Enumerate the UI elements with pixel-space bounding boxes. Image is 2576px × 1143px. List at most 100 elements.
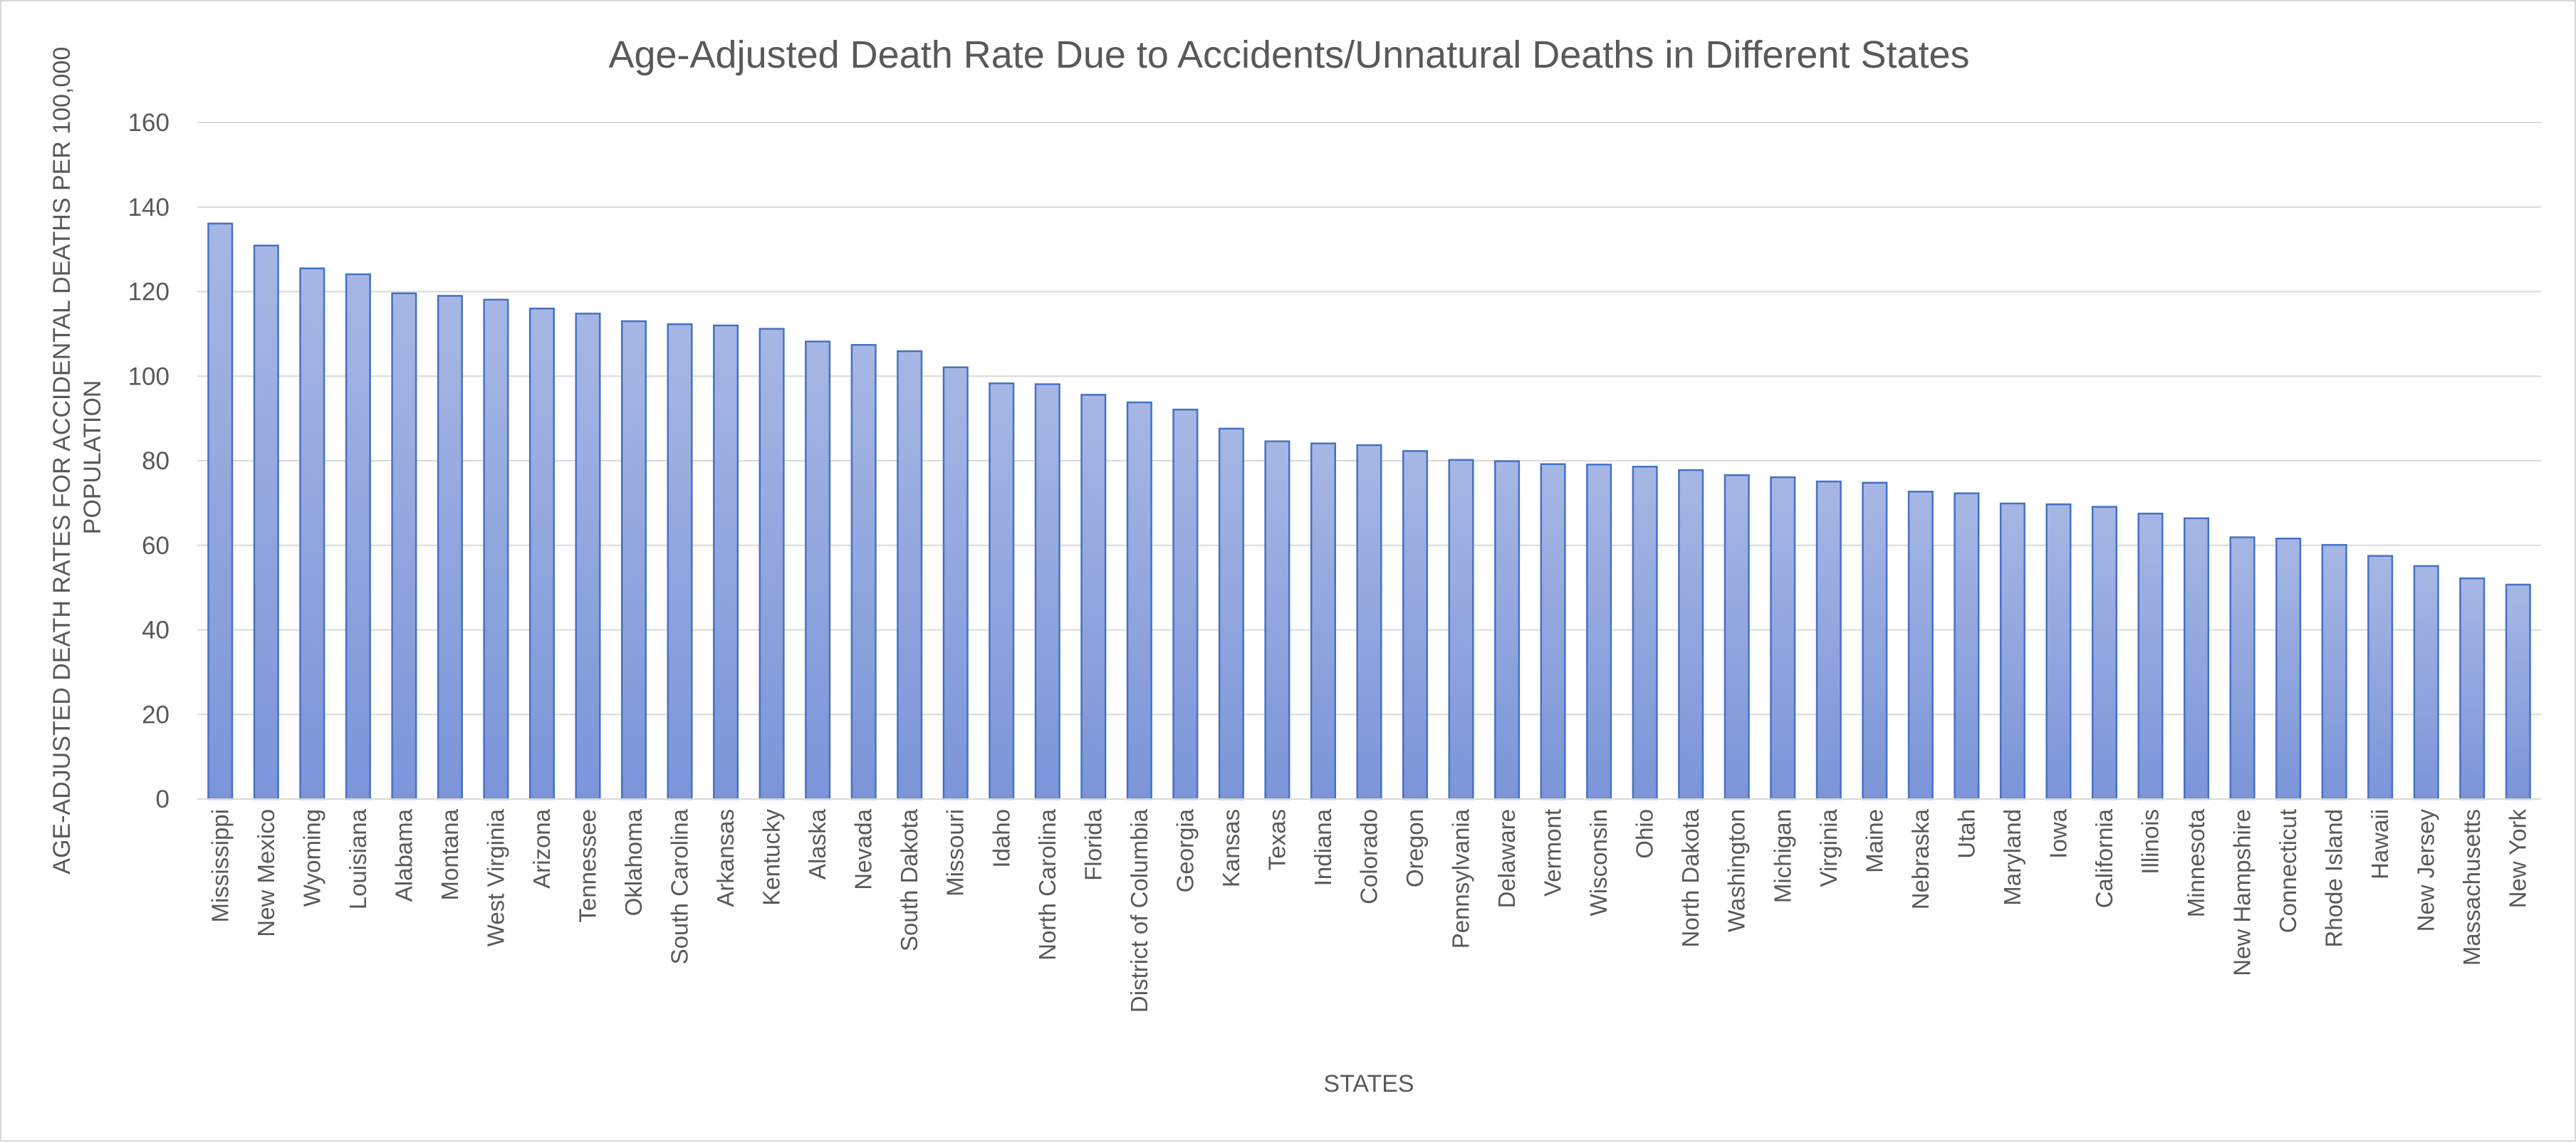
x-tick-label: Wisconsin xyxy=(1585,809,1612,916)
bar xyxy=(1678,469,1704,800)
y-tick-label: 60 xyxy=(142,532,170,560)
x-tick-label: Montana xyxy=(437,808,463,900)
bar xyxy=(621,320,647,800)
x-tick-label: South Dakota xyxy=(896,808,922,951)
bar xyxy=(2275,538,2302,800)
y-tick-label: 80 xyxy=(142,447,170,475)
bar xyxy=(850,344,877,800)
x-tick-label: Missouri xyxy=(942,809,969,897)
x-tick-label: Maine xyxy=(1861,809,1887,873)
y-axis-title: AGE-ADJUSTED DEATH RATES FOR ACCIDENTAL … xyxy=(48,40,106,874)
y-tick-label: 40 xyxy=(142,617,170,644)
bar xyxy=(2505,583,2531,800)
bar xyxy=(1907,491,1934,800)
bar xyxy=(2229,536,2256,800)
x-tick-label: Iowa xyxy=(2045,808,2071,858)
x-tick-label: New Hampshire xyxy=(2229,809,2256,976)
y-tick-label: 140 xyxy=(128,194,170,221)
bar xyxy=(391,292,417,800)
bar xyxy=(2459,577,2486,800)
y-tick-label: 0 xyxy=(156,786,170,813)
bar xyxy=(1954,492,1980,800)
bar xyxy=(1770,476,1796,800)
x-tick-label: Ohio xyxy=(1632,809,1658,859)
bar xyxy=(1724,474,1750,800)
bar xyxy=(1356,444,1382,800)
bar xyxy=(1126,401,1152,800)
bar xyxy=(528,308,555,800)
bar xyxy=(2321,543,2347,800)
bar xyxy=(1494,460,1521,800)
bar xyxy=(1310,442,1336,800)
x-tick-label: Kansas xyxy=(1218,809,1244,887)
x-tick-label: Oklahoma xyxy=(620,808,647,916)
x-tick-label: New Mexico xyxy=(253,809,279,937)
x-tick-label: Minnesota xyxy=(2183,808,2209,917)
x-tick-label: Nevada xyxy=(850,808,877,889)
x-tick-label: Arizona xyxy=(528,808,555,889)
bar xyxy=(253,244,279,800)
bar xyxy=(1080,394,1107,800)
bar xyxy=(2184,517,2210,800)
x-tick-label: Indiana xyxy=(1310,808,1336,886)
bar xyxy=(1448,459,1474,800)
bar xyxy=(897,350,923,800)
x-tick-label: Illinois xyxy=(2137,809,2164,875)
y-tick-label: 20 xyxy=(142,701,170,729)
x-tick-label: Washington xyxy=(1724,809,1750,932)
x-tick-label: Kentucky xyxy=(758,809,785,906)
bar xyxy=(2367,555,2394,800)
x-tick-label: Wyoming xyxy=(298,809,325,907)
y-axis-ticks: 0 20 40 60 80 100 120 140 160 xyxy=(128,109,170,813)
bar xyxy=(1034,383,1060,800)
bar xyxy=(1999,502,2025,800)
bar xyxy=(1218,427,1244,800)
x-tick-label: Utah xyxy=(1953,809,1979,859)
x-tick-label: Virginia xyxy=(1815,808,1842,887)
x-tick-label: Idaho xyxy=(988,809,1014,868)
bar xyxy=(1402,450,1429,800)
x-tick-label: Texas xyxy=(1263,809,1290,870)
x-axis-title: STATES xyxy=(1323,1070,1414,1097)
x-tick-label: South Carolina xyxy=(667,808,693,964)
x-tick-label: Nebraska xyxy=(1907,808,1934,909)
x-tick-label: Arkansas xyxy=(712,809,739,907)
x-tick-label: California xyxy=(2091,808,2117,908)
x-tick-label: Massachusetts xyxy=(2458,809,2485,966)
bar xyxy=(1862,481,1888,800)
x-tick-label: Vermont xyxy=(1540,809,1566,897)
bar xyxy=(1632,466,1658,800)
bar xyxy=(942,366,969,800)
x-tick-label: Louisiana xyxy=(345,808,371,909)
y-tick-label: 100 xyxy=(128,362,170,390)
bar xyxy=(805,340,831,800)
x-tick-label: Delaware xyxy=(1493,809,1520,908)
x-tick-label: North Carolina xyxy=(1034,808,1060,960)
x-tick-label: New York xyxy=(2505,809,2531,909)
x-tick-label: Connecticut xyxy=(2275,809,2301,933)
x-tick-label: Oregon xyxy=(1402,809,1428,887)
x-tick-label: New Jersey xyxy=(2413,809,2439,932)
bar xyxy=(713,324,739,800)
x-tick-label: Mississippi xyxy=(207,809,233,923)
bar xyxy=(207,222,234,800)
bar xyxy=(1264,440,1290,800)
bar xyxy=(437,295,463,800)
bar xyxy=(758,328,785,800)
bar xyxy=(345,273,371,800)
x-tick-label: Florida xyxy=(1080,808,1106,881)
y-axis-title-line-2: POPULATION xyxy=(79,380,106,535)
bar xyxy=(2137,512,2164,800)
bar xyxy=(1586,464,1612,800)
x-tick-label: Colorado xyxy=(1356,809,1382,904)
x-tick-label: Alaska xyxy=(804,808,830,880)
bar xyxy=(2045,503,2072,800)
x-tick-label: Pennsylvania xyxy=(1448,808,1474,949)
bar xyxy=(2091,506,2117,800)
y-axis-title-line-1: AGE-ADJUSTED DEATH RATES FOR ACCIDENTAL … xyxy=(48,47,75,875)
x-tick-label: District of Columbia xyxy=(1126,808,1152,1013)
bars xyxy=(197,222,2541,800)
x-tick-label: Hawaii xyxy=(2367,809,2393,880)
